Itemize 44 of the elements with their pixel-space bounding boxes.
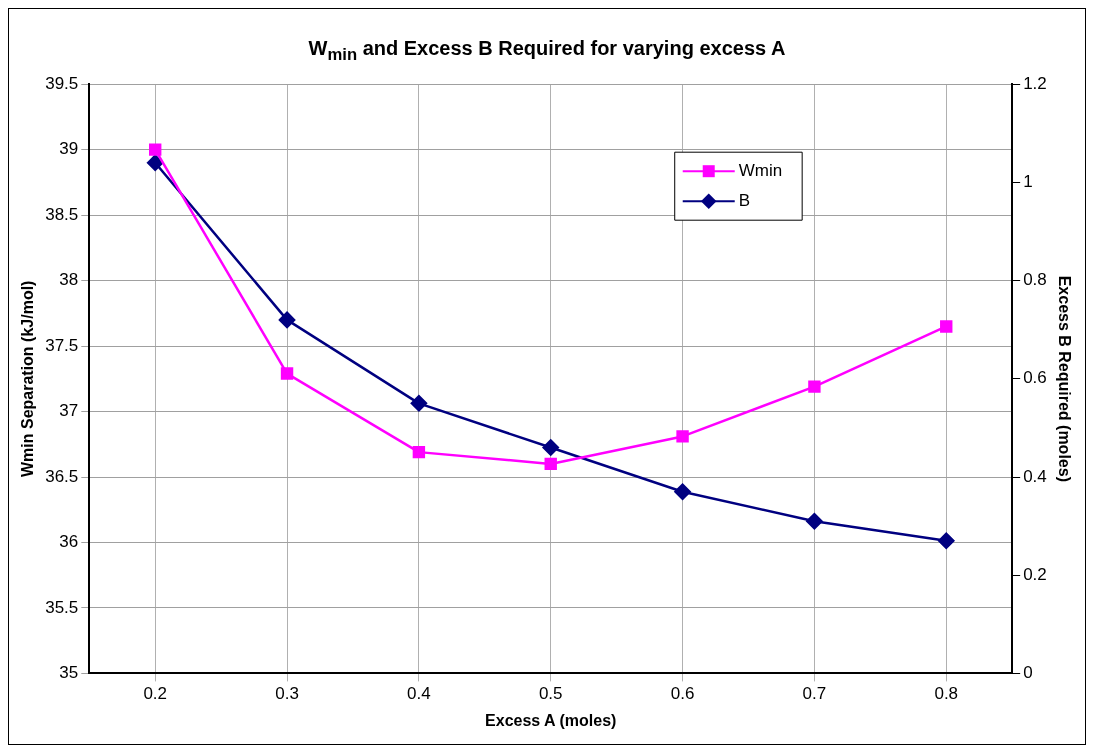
y2-tick-label: 1.2 (1023, 73, 1047, 93)
point (278, 311, 296, 329)
y-axis-title: Wmin Separation (kJ/mol) (19, 280, 37, 478)
chart-title: W$_{min}$ and Excess B Required for varying excess A (307, 36, 787, 66)
y-tick-label: 38.5 (45, 204, 79, 224)
point (808, 380, 821, 393)
point (149, 143, 162, 156)
x-tick-label: 0.7 (802, 684, 827, 704)
point (412, 445, 426, 459)
y2-tick-label: 0 (1023, 663, 1033, 683)
y2-tick-label: 0.6 (1023, 368, 1047, 388)
point (544, 457, 557, 471)
x-tick-label: 0.2 (143, 684, 168, 704)
y-tick-label: 38 (59, 270, 79, 290)
x-tick-label: 0.3 (275, 684, 299, 704)
y-tick-label: 37 (59, 401, 79, 421)
x-tick-label: 0.5 (538, 684, 563, 704)
point (146, 154, 164, 172)
legend-label: B (738, 190, 751, 210)
x-axis-title: Excess A (moles) (485, 711, 617, 729)
y2-tick-label: 0.4 (1023, 466, 1047, 486)
x-tick-label: 0.6 (670, 684, 695, 704)
y2-tick-label: 1 (1023, 172, 1033, 192)
x-tick-label: 0.8 (934, 684, 959, 704)
y-tick-label: 36.5 (45, 466, 79, 486)
point (938, 532, 955, 550)
y-tick-label: 37.5 (45, 335, 79, 355)
y-tick-label: 35.5 (45, 597, 79, 617)
y-tick-label: 35 (59, 663, 79, 683)
point (676, 430, 689, 443)
y-tick-label: 39.5 (45, 73, 79, 93)
point (674, 483, 691, 500)
point (940, 320, 953, 333)
point (410, 395, 428, 412)
y2-tick-label: 0.8 (1023, 270, 1047, 290)
legend-label: Wmin (738, 160, 783, 180)
point (280, 367, 294, 380)
y2-tick-label: 0.2 (1023, 564, 1047, 584)
y2-axis-title: Excess B Required (moles) (1055, 275, 1073, 482)
x-tick-label: 0.4 (407, 684, 431, 704)
y-tick-label: 39 (59, 139, 79, 159)
point (806, 512, 823, 530)
point (542, 439, 559, 456)
y-tick-label: 36 (59, 532, 79, 552)
